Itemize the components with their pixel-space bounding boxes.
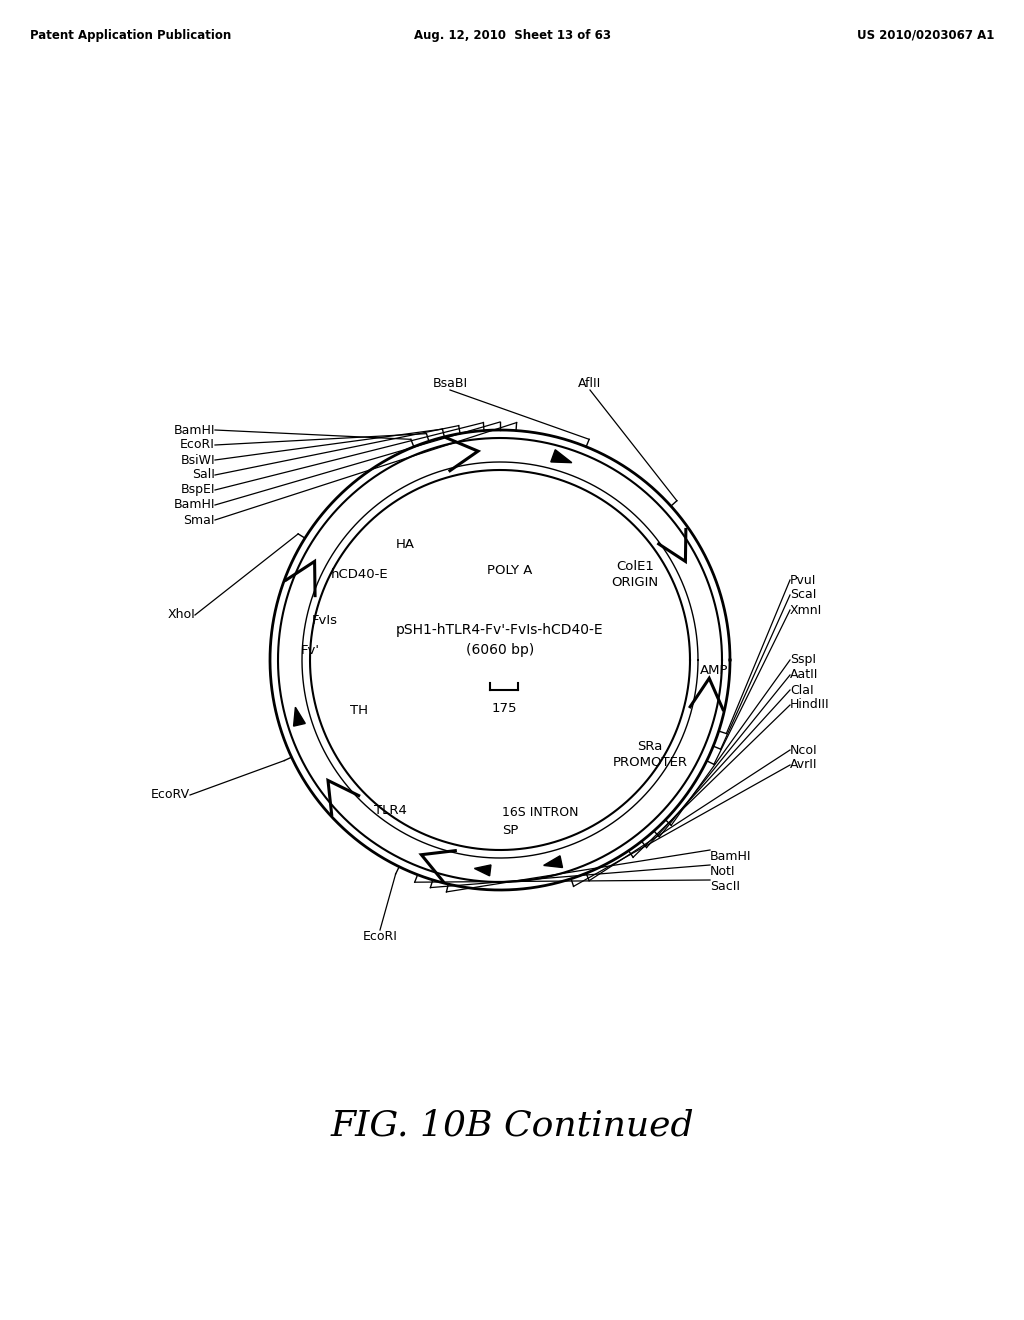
Text: NcoI: NcoI: [790, 743, 817, 756]
Text: POLY A: POLY A: [487, 564, 532, 577]
Text: XhoI: XhoI: [167, 609, 195, 622]
Text: BamHI: BamHI: [173, 424, 215, 437]
Text: SalI: SalI: [193, 469, 215, 482]
Text: Aug. 12, 2010  Sheet 13 of 63: Aug. 12, 2010 Sheet 13 of 63: [414, 29, 610, 41]
Text: SRa
PROMOTER: SRa PROMOTER: [612, 741, 687, 770]
Polygon shape: [474, 865, 490, 876]
Polygon shape: [551, 450, 571, 463]
Text: SacII: SacII: [710, 880, 740, 894]
Text: Patent Application Publication: Patent Application Publication: [30, 29, 231, 41]
Text: TLR4: TLR4: [374, 804, 407, 817]
Text: TH: TH: [350, 704, 368, 717]
Text: EcoRI: EcoRI: [362, 931, 397, 942]
Text: BsaBI: BsaBI: [432, 378, 468, 389]
Text: SspI: SspI: [790, 653, 816, 667]
Text: BamHI: BamHI: [710, 850, 752, 863]
Text: NotI: NotI: [710, 865, 735, 878]
Text: BamHI: BamHI: [173, 499, 215, 511]
Text: HindIII: HindIII: [790, 698, 829, 711]
Text: ScaI: ScaI: [790, 589, 816, 602]
Text: ClaI: ClaI: [790, 684, 814, 697]
Text: AflII: AflII: [579, 378, 602, 389]
Text: AvrII: AvrII: [790, 759, 817, 771]
Text: AatII: AatII: [790, 668, 818, 681]
Text: 16S INTRON: 16S INTRON: [502, 805, 579, 818]
Text: BsiWI: BsiWI: [180, 454, 215, 466]
Text: (6060 bp): (6060 bp): [466, 643, 535, 657]
Text: FIG. 10B Continued: FIG. 10B Continued: [330, 1107, 694, 1142]
Text: 175: 175: [492, 702, 517, 715]
Text: BspEI: BspEI: [180, 483, 215, 496]
Text: XmnI: XmnI: [790, 603, 822, 616]
Text: pSH1-hTLR4-Fv'-FvIs-hCD40-E: pSH1-hTLR4-Fv'-FvIs-hCD40-E: [396, 623, 604, 638]
Text: FvIs: FvIs: [312, 614, 338, 627]
Text: US 2010/0203067 A1: US 2010/0203067 A1: [857, 29, 994, 41]
Text: Fv': Fv': [300, 644, 319, 656]
Text: AMP: AMP: [700, 664, 728, 676]
Polygon shape: [294, 708, 305, 726]
Text: SP: SP: [502, 824, 518, 837]
Polygon shape: [544, 855, 562, 867]
Text: hCD40-E: hCD40-E: [331, 569, 389, 582]
Text: EcoRV: EcoRV: [151, 788, 190, 801]
Text: HA: HA: [395, 539, 415, 552]
Text: PvuI: PvuI: [790, 573, 816, 586]
Text: EcoRI: EcoRI: [180, 438, 215, 451]
Text: SmaI: SmaI: [183, 513, 215, 527]
Text: ColE1
ORIGIN: ColE1 ORIGIN: [611, 561, 658, 590]
